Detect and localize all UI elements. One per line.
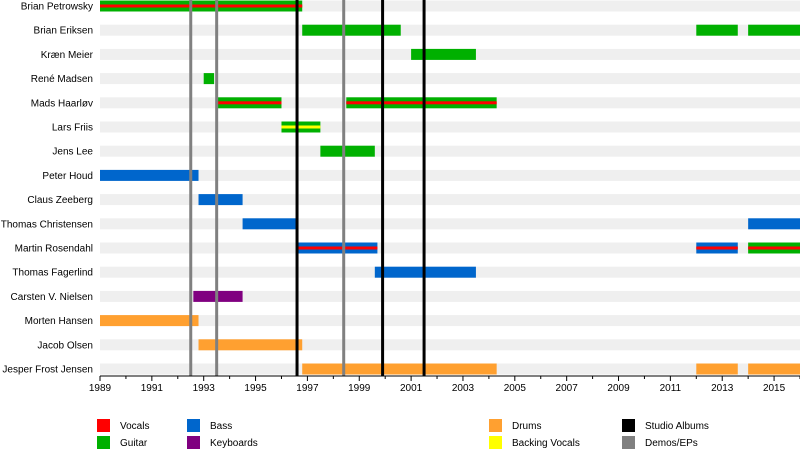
bar-overlay-mads-haarlov-vocals-7 xyxy=(346,101,497,105)
x-tick-label-1989: 1989 xyxy=(89,383,112,394)
legend-label-bass: Bass xyxy=(210,421,232,432)
legend-swatch-guitar xyxy=(97,436,110,449)
member-label-brian-eriksen: Brian Eriksen xyxy=(34,26,93,37)
bar-jesper-frost-jensen-drums-22 xyxy=(696,363,738,375)
row-band-jens-lee xyxy=(100,145,800,157)
member-label-martin-rosendahl: Martin Rosendahl xyxy=(15,244,93,255)
x-tick-label-2011: 2011 xyxy=(660,383,682,394)
x-tick-label-2001: 2001 xyxy=(400,383,423,394)
row-band-peter-houd xyxy=(100,169,800,181)
x-tick-label-2005: 2005 xyxy=(504,383,527,394)
member-label-jens-lee: Jens Lee xyxy=(52,147,93,158)
bar-peter-houd-bass-10 xyxy=(100,169,199,181)
row-band-morten-hansen xyxy=(100,315,800,327)
legend-label-vocals: Vocals xyxy=(120,421,149,432)
x-tick-label-1997: 1997 xyxy=(296,383,319,394)
legend-label-keyboards: Keyboards xyxy=(210,438,258,449)
bar-overlay-lars-friis-backing_vocals-8 xyxy=(281,125,321,129)
x-tick-label-2007: 2007 xyxy=(556,383,579,394)
legend-label-demos_eps: Demos/EPs xyxy=(645,438,698,449)
row-band-claus-zeeberg xyxy=(100,194,800,206)
legend-swatch-bass xyxy=(187,419,200,432)
bar-brian-eriksen-guitar-2 xyxy=(696,24,738,36)
member-label-jesper-frost-jensen: Jesper Frost Jensen xyxy=(2,365,93,376)
bar-overlay-martin-rosendahl-vocals-15 xyxy=(696,246,738,250)
legend-label-guitar: Guitar xyxy=(120,438,148,449)
member-label-carsten-v-nielsen: Carsten V. Nielsen xyxy=(11,292,93,303)
member-label-morten-hansen: Morten Hansen xyxy=(25,316,93,327)
bar-jesper-frost-jensen-drums-21 xyxy=(302,363,497,375)
bar-overlay-martin-rosendahl-vocals-16 xyxy=(748,246,800,250)
legend-label-backing_vocals: Backing Vocals xyxy=(512,438,580,449)
legend-swatch-vocals xyxy=(97,419,110,432)
row-band-carsten-v-nielsen xyxy=(100,290,800,302)
bar-claus-zeeberg-bass-11 xyxy=(198,194,243,206)
x-tick-label-2003: 2003 xyxy=(452,383,475,394)
legend-label-studio_albums: Studio Albums xyxy=(645,421,709,432)
x-tick-label-1999: 1999 xyxy=(348,383,371,394)
x-tick-label-1991: 1991 xyxy=(141,383,164,394)
member-label-lars-friis: Lars Friis xyxy=(52,123,93,134)
legend-swatch-drums xyxy=(489,419,502,432)
member-label-brian-petrowsky: Brian Petrowsky xyxy=(21,2,93,13)
bar-thomas-christensen-bass-13 xyxy=(748,218,800,230)
row-band-jacob-olsen xyxy=(100,339,800,351)
bar-jens-lee-guitar-9 xyxy=(320,145,375,157)
row-band-brian-petrowsky xyxy=(100,0,800,12)
row-band-thomas-christensen xyxy=(100,218,800,230)
x-tick-label-2013: 2013 xyxy=(711,383,734,394)
legend-swatch-studio_albums xyxy=(622,419,635,432)
x-tick-label-1993: 1993 xyxy=(193,383,216,394)
bar-brian-eriksen-guitar-1 xyxy=(302,24,401,36)
row-band-rene-madsen xyxy=(100,73,800,85)
member-label-jacob-olsen: Jacob Olsen xyxy=(37,340,93,351)
row-band-brian-eriksen xyxy=(100,24,800,36)
bar-jesper-frost-jensen-drums-23 xyxy=(748,363,800,375)
member-label-mads-haarlov: Mads Haarløv xyxy=(31,98,93,109)
legend-label-drums: Drums xyxy=(512,421,541,432)
x-tick-label-2009: 2009 xyxy=(607,383,630,394)
legend-swatch-backing_vocals xyxy=(489,436,502,449)
legend-swatch-demos_eps xyxy=(622,436,635,449)
member-label-claus-zeeberg: Claus Zeeberg xyxy=(27,195,93,206)
bar-morten-hansen-drums-19 xyxy=(100,315,199,327)
x-tick-label-1995: 1995 xyxy=(244,383,267,394)
row-band-martin-rosendahl xyxy=(100,242,800,254)
member-label-thomas-fagerlind: Thomas Fagerlind xyxy=(12,268,93,279)
bar-kraen-meier-guitar-4 xyxy=(411,48,476,60)
member-label-peter-houd: Peter Houd xyxy=(42,171,93,182)
bar-thomas-christensen-bass-12 xyxy=(242,218,298,230)
legend-swatch-keyboards xyxy=(187,436,200,449)
bar-overlay-mads-haarlov-vocals-6 xyxy=(216,101,282,105)
bar-overlay-martin-rosendahl-vocals-14 xyxy=(297,246,378,250)
x-tick-label-2015: 2015 xyxy=(763,383,786,394)
bar-brian-eriksen-guitar-3 xyxy=(748,24,800,36)
row-band-lars-friis xyxy=(100,121,800,133)
member-label-thomas-christensen: Thomas Christensen xyxy=(1,219,93,230)
member-label-kraen-meier: Kræn Meier xyxy=(41,50,94,61)
bar-rene-madsen-guitar-5 xyxy=(203,73,215,85)
bar-jacob-olsen-drums-20 xyxy=(198,339,303,351)
member-label-rene-madsen: René Madsen xyxy=(31,74,93,85)
bar-overlay-brian-petrowsky-vocals-0 xyxy=(100,4,303,8)
